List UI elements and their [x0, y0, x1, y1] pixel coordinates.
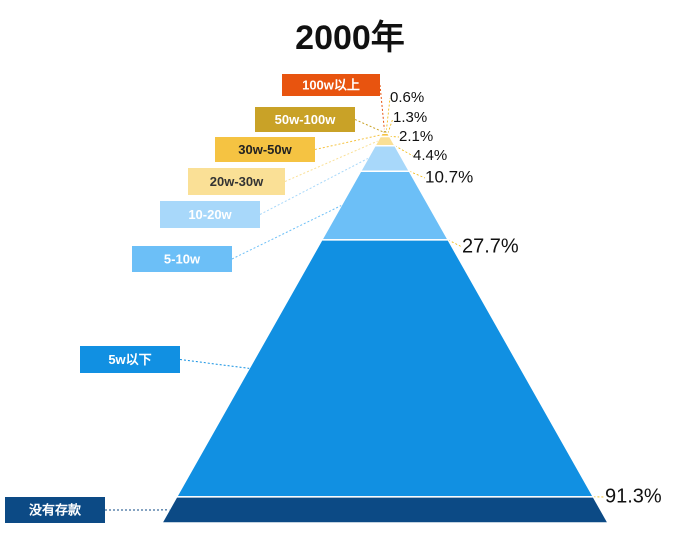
- category-label: 20w-30w: [210, 174, 264, 189]
- pyramid-layer: [175, 239, 595, 498]
- value-leader: [389, 136, 400, 138]
- value-leader: [448, 239, 463, 248]
- label-box: [215, 137, 315, 162]
- pyramid-layer: [160, 496, 610, 524]
- category-label: 100w以上: [302, 77, 360, 92]
- category-label: 10-20w: [188, 207, 232, 222]
- leader-line: [379, 84, 385, 130]
- leader-line: [354, 119, 384, 133]
- leader-line: [284, 140, 378, 182]
- label-box: [255, 107, 355, 132]
- value-label: 2.1%: [399, 128, 433, 145]
- label-box: [282, 74, 380, 96]
- label-box: [80, 346, 180, 373]
- category-label: 5w以下: [108, 352, 151, 367]
- value-label: 1.3%: [393, 109, 427, 126]
- leader-line: [231, 205, 342, 260]
- value-label: 10.7%: [425, 167, 473, 186]
- category-label: 50w-100w: [275, 112, 337, 127]
- category-label: 没有存款: [29, 502, 82, 517]
- value-label: 27.7%: [462, 235, 519, 257]
- value-label: 4.4%: [413, 147, 447, 164]
- leader-line: [179, 359, 250, 369]
- pyramid-layer: [373, 135, 397, 147]
- label-box: [188, 168, 285, 195]
- value-leader: [394, 145, 414, 157]
- leader-line: [314, 134, 382, 150]
- value-leader: [387, 117, 394, 134]
- label-box: [5, 497, 105, 523]
- leader-line: [259, 158, 368, 215]
- label-box: [160, 201, 260, 228]
- value-leader: [385, 97, 391, 131]
- label-box: [132, 246, 232, 272]
- category-label: 5-10w: [164, 251, 201, 266]
- value-leader: [409, 170, 426, 179]
- value-label: 0.6%: [390, 89, 424, 106]
- category-label: 30w-50w: [238, 142, 292, 157]
- chart-title: 2000年: [295, 19, 405, 57]
- value-label: 91.3%: [605, 485, 662, 507]
